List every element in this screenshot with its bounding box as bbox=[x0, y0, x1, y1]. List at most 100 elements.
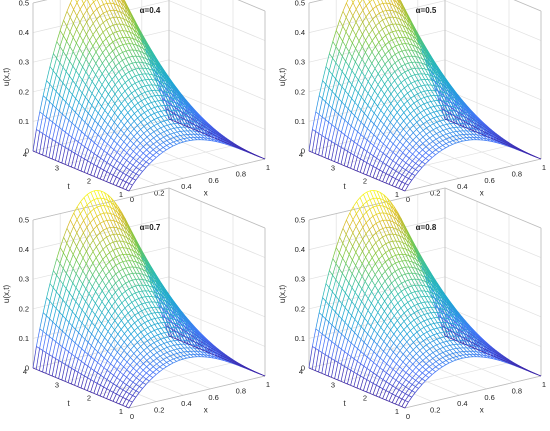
mesh-line-t bbox=[126, 147, 131, 153]
mesh-line-x bbox=[344, 119, 349, 124]
mesh-line-x bbox=[401, 74, 405, 81]
mesh-line-t bbox=[136, 143, 141, 148]
mesh-line-x bbox=[242, 148, 246, 151]
mesh-line-t bbox=[325, 53, 330, 67]
mesh-line-t bbox=[452, 142, 457, 145]
mesh-line-x bbox=[341, 101, 346, 106]
mesh-line-t bbox=[129, 31, 134, 35]
mesh-line-x bbox=[385, 44, 389, 52]
mesh-line-x bbox=[109, 173, 114, 176]
mesh-line-x bbox=[341, 86, 346, 92]
mesh-line-t bbox=[137, 121, 142, 126]
mesh-line-x bbox=[104, 130, 108, 135]
mesh-line-x bbox=[213, 139, 218, 143]
mesh-line-t bbox=[376, 120, 381, 128]
mesh-line-t bbox=[103, 11, 107, 14]
mesh-line-t bbox=[174, 110, 179, 112]
mesh-line-x bbox=[106, 3, 111, 11]
mesh-line-t bbox=[337, 132, 342, 146]
mesh-line-x bbox=[401, 43, 406, 51]
mesh-line-t bbox=[101, 89, 106, 96]
mesh-line-x bbox=[130, 116, 135, 122]
mesh-line-x bbox=[377, 106, 382, 111]
mesh-line-t bbox=[158, 85, 163, 87]
mesh-line-t bbox=[112, 176, 117, 185]
mesh-line-x bbox=[115, 65, 120, 72]
mesh-line-t bbox=[88, 93, 93, 102]
mesh-line-x bbox=[379, 4, 384, 12]
mesh-line-t bbox=[358, 34, 363, 42]
mesh-line-x bbox=[59, 46, 64, 52]
mesh-line-t bbox=[357, 122, 362, 132]
mesh-line-t bbox=[173, 144, 177, 147]
mesh-line-t bbox=[420, 103, 425, 107]
mesh-line-t bbox=[380, 94, 385, 101]
mesh-line-x bbox=[96, 0, 101, 7]
mesh-line-x bbox=[222, 136, 227, 139]
mesh-line-t bbox=[387, 103, 392, 109]
mesh-line-x bbox=[93, 175, 98, 179]
mesh-line-x bbox=[439, 136, 444, 141]
mesh-line-t bbox=[125, 183, 130, 190]
mesh-line-x bbox=[150, 49, 155, 56]
mesh-line-x bbox=[142, 67, 146, 75]
mesh-line-t bbox=[92, 18, 97, 24]
mesh-line-x bbox=[113, 10, 118, 18]
mesh-line-x bbox=[48, 157, 53, 160]
mesh-line-x bbox=[96, 29, 100, 37]
mesh-line-t bbox=[147, 108, 152, 111]
mesh-line-x bbox=[116, 152, 121, 156]
mesh-line-t bbox=[432, 138, 437, 142]
mesh-line-t bbox=[176, 142, 181, 145]
mesh-line-t bbox=[111, 74, 116, 80]
mesh-line-x bbox=[219, 135, 224, 139]
mesh-line-x bbox=[351, 56, 356, 63]
mesh-line-t bbox=[121, 65, 126, 69]
mesh-line-x bbox=[394, 89, 398, 95]
mesh-line-x bbox=[381, 48, 386, 55]
mesh-line-x bbox=[58, 126, 63, 131]
mesh-line-x bbox=[111, 79, 116, 85]
mesh-line-x bbox=[99, 15, 104, 23]
mesh-line-x bbox=[145, 161, 150, 165]
mesh-line-t bbox=[422, 152, 427, 157]
x-axis-label: x bbox=[204, 188, 208, 197]
mesh-line-x bbox=[87, 148, 92, 152]
mesh-line-x bbox=[152, 74, 156, 81]
mesh-line-x bbox=[321, 135, 326, 138]
mesh-line-t bbox=[108, 88, 113, 95]
mesh-line-t bbox=[366, 142, 371, 152]
mesh-line-x bbox=[71, 108, 76, 113]
mesh-line-t bbox=[376, 150, 381, 159]
mesh-line-t bbox=[369, 166, 374, 177]
mesh-line-x bbox=[453, 127, 457, 132]
mesh-line-x bbox=[357, 92, 362, 98]
mesh-line-t bbox=[388, 168, 393, 176]
mesh-line-x bbox=[223, 141, 227, 144]
mesh-line-x bbox=[78, 88, 83, 94]
mesh-line-t bbox=[347, 112, 352, 124]
mesh-line-t bbox=[90, 164, 95, 176]
mesh-line-x bbox=[379, 179, 383, 183]
mesh-line-x bbox=[56, 57, 61, 63]
mesh-line-x bbox=[203, 121, 207, 125]
mesh-line-t bbox=[42, 116, 47, 134]
mesh-line-t bbox=[413, 107, 418, 111]
mesh-line-x bbox=[109, 18, 114, 26]
mesh-line-x bbox=[93, 164, 98, 167]
mesh-line-x bbox=[408, 171, 413, 175]
mesh-line-x bbox=[369, 164, 374, 167]
mesh-line-x bbox=[167, 109, 172, 115]
mesh-line-t bbox=[106, 155, 111, 163]
mesh-line-t bbox=[411, 74, 415, 77]
mesh-line-t bbox=[357, 97, 362, 107]
mesh-line-x bbox=[406, 140, 410, 145]
mesh-line-x bbox=[110, 137, 115, 141]
mesh-line-x bbox=[133, 143, 138, 148]
mesh-line-x bbox=[348, 65, 353, 71]
mesh-line-x bbox=[374, 79, 379, 85]
mesh-line-x bbox=[442, 140, 447, 144]
mesh-line-t bbox=[382, 26, 387, 30]
mesh-line-t bbox=[139, 139, 144, 144]
mesh-line-t bbox=[151, 101, 155, 103]
